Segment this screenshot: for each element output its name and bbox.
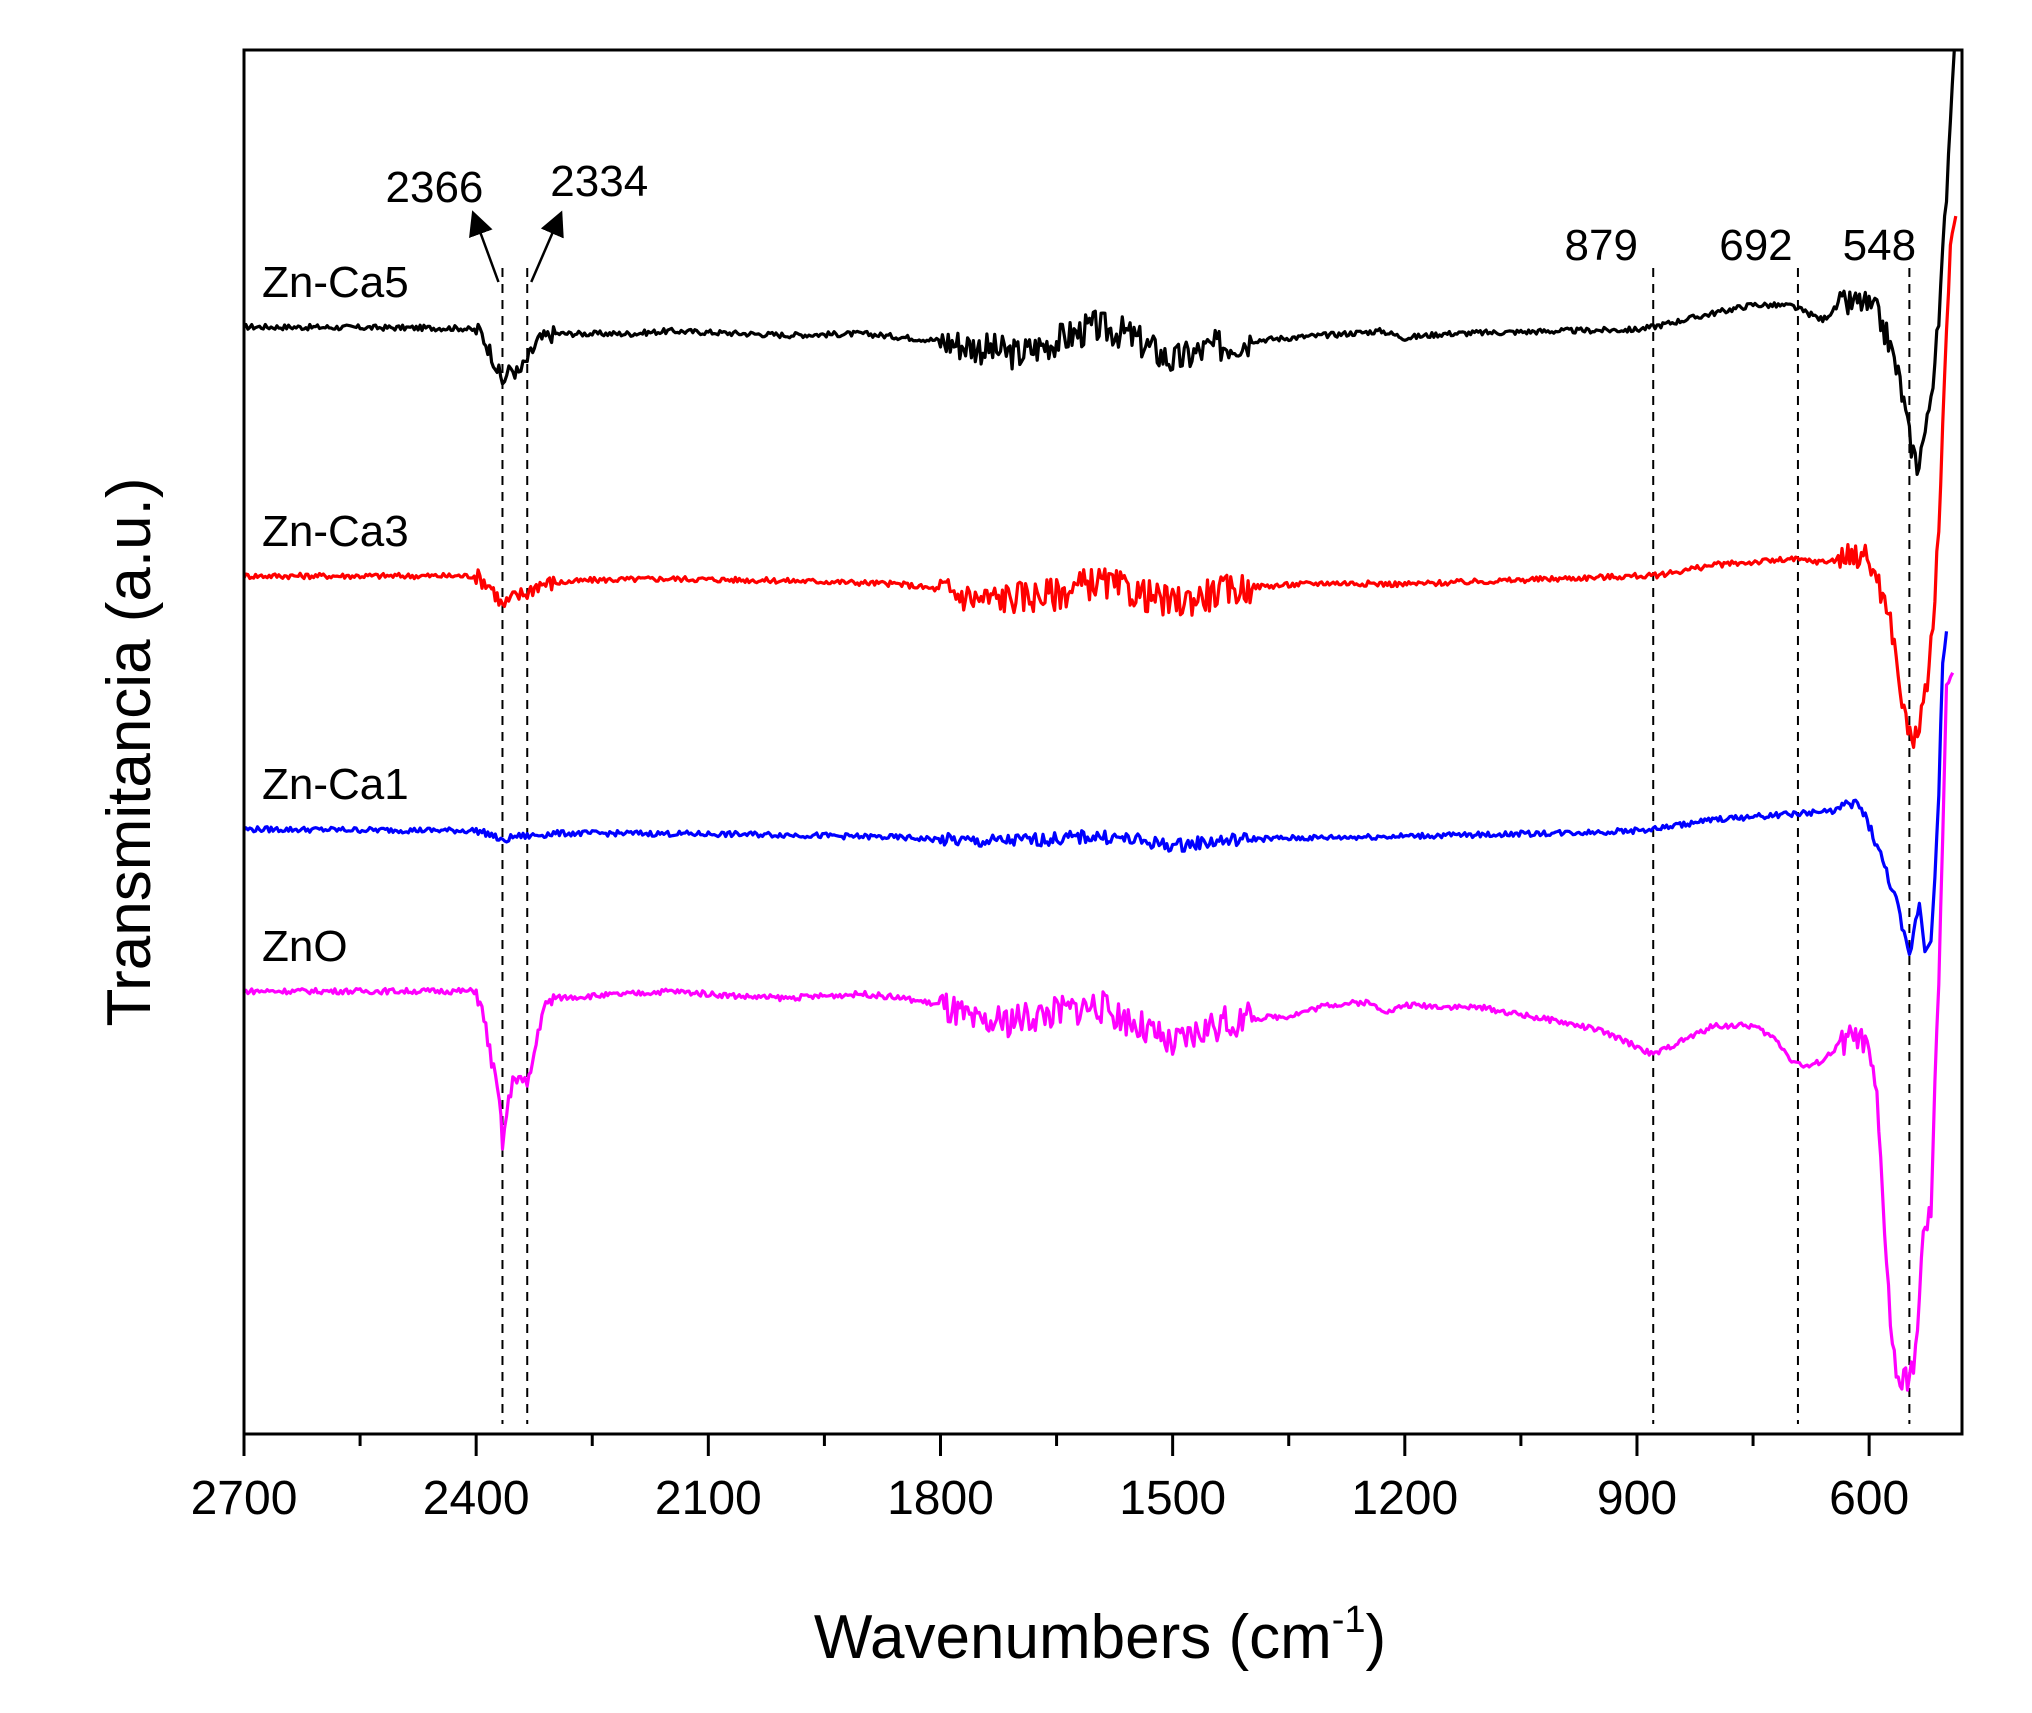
series-line-zn-ca1 [242, 631, 1949, 957]
x-tick-label: 1800 [887, 1472, 994, 1525]
x-tick-label: 1500 [1119, 1472, 1226, 1525]
reference-lines [501, 268, 1911, 1424]
x-axis-title-main: Wavenumbers (cm [814, 1603, 1332, 1672]
peak-label-548: 548 [1843, 221, 1916, 270]
x-tick-label: 900 [1597, 1472, 1677, 1525]
peak-label-2366: 2366 [386, 163, 484, 212]
series-line-zn-ca5 [243, 49, 1956, 476]
x-axis-title-close: ) [1366, 1603, 1387, 1672]
series-line-zno [243, 672, 1955, 1392]
plot-frame [242, 48, 1964, 1436]
peak-label-2334: 2334 [550, 157, 648, 206]
x-tick-label: 1200 [1351, 1472, 1458, 1525]
series-label-zn-ca5: Zn-Ca5 [262, 258, 409, 307]
x-axis-title-sup: -1 [1332, 1599, 1366, 1641]
arrow-2366 [469, 210, 500, 283]
x-ticks: 2700 2400 2100 1800 1500 1200 900 600 [191, 1434, 1909, 1525]
peak-label-692: 692 [1719, 221, 1792, 270]
x-tick-label: 600 [1829, 1472, 1909, 1525]
x-axis-title: Wavenumbers (cm-1) [814, 1599, 1386, 1672]
series-line-zn-ca3 [242, 215, 1958, 750]
series-group: Zn-Ca5 Zn-Ca3 Zn-Ca1 ZnO [242, 49, 1958, 1392]
peak-label-879: 879 [1565, 221, 1638, 270]
series-label-zn-ca1: Zn-Ca1 [262, 760, 409, 809]
series-label-zno: ZnO [262, 922, 348, 971]
arrow-2334 [530, 210, 564, 283]
x-tick-label: 2700 [191, 1472, 298, 1525]
series-label-zn-ca3: Zn-Ca3 [262, 507, 409, 556]
x-tick-label: 2100 [655, 1472, 762, 1525]
y-axis-title: Transmitancia (a.u.) [95, 478, 164, 1027]
annotations: 2366 2334 879 692 548 [386, 157, 1916, 283]
x-tick-label: 2400 [423, 1472, 530, 1525]
